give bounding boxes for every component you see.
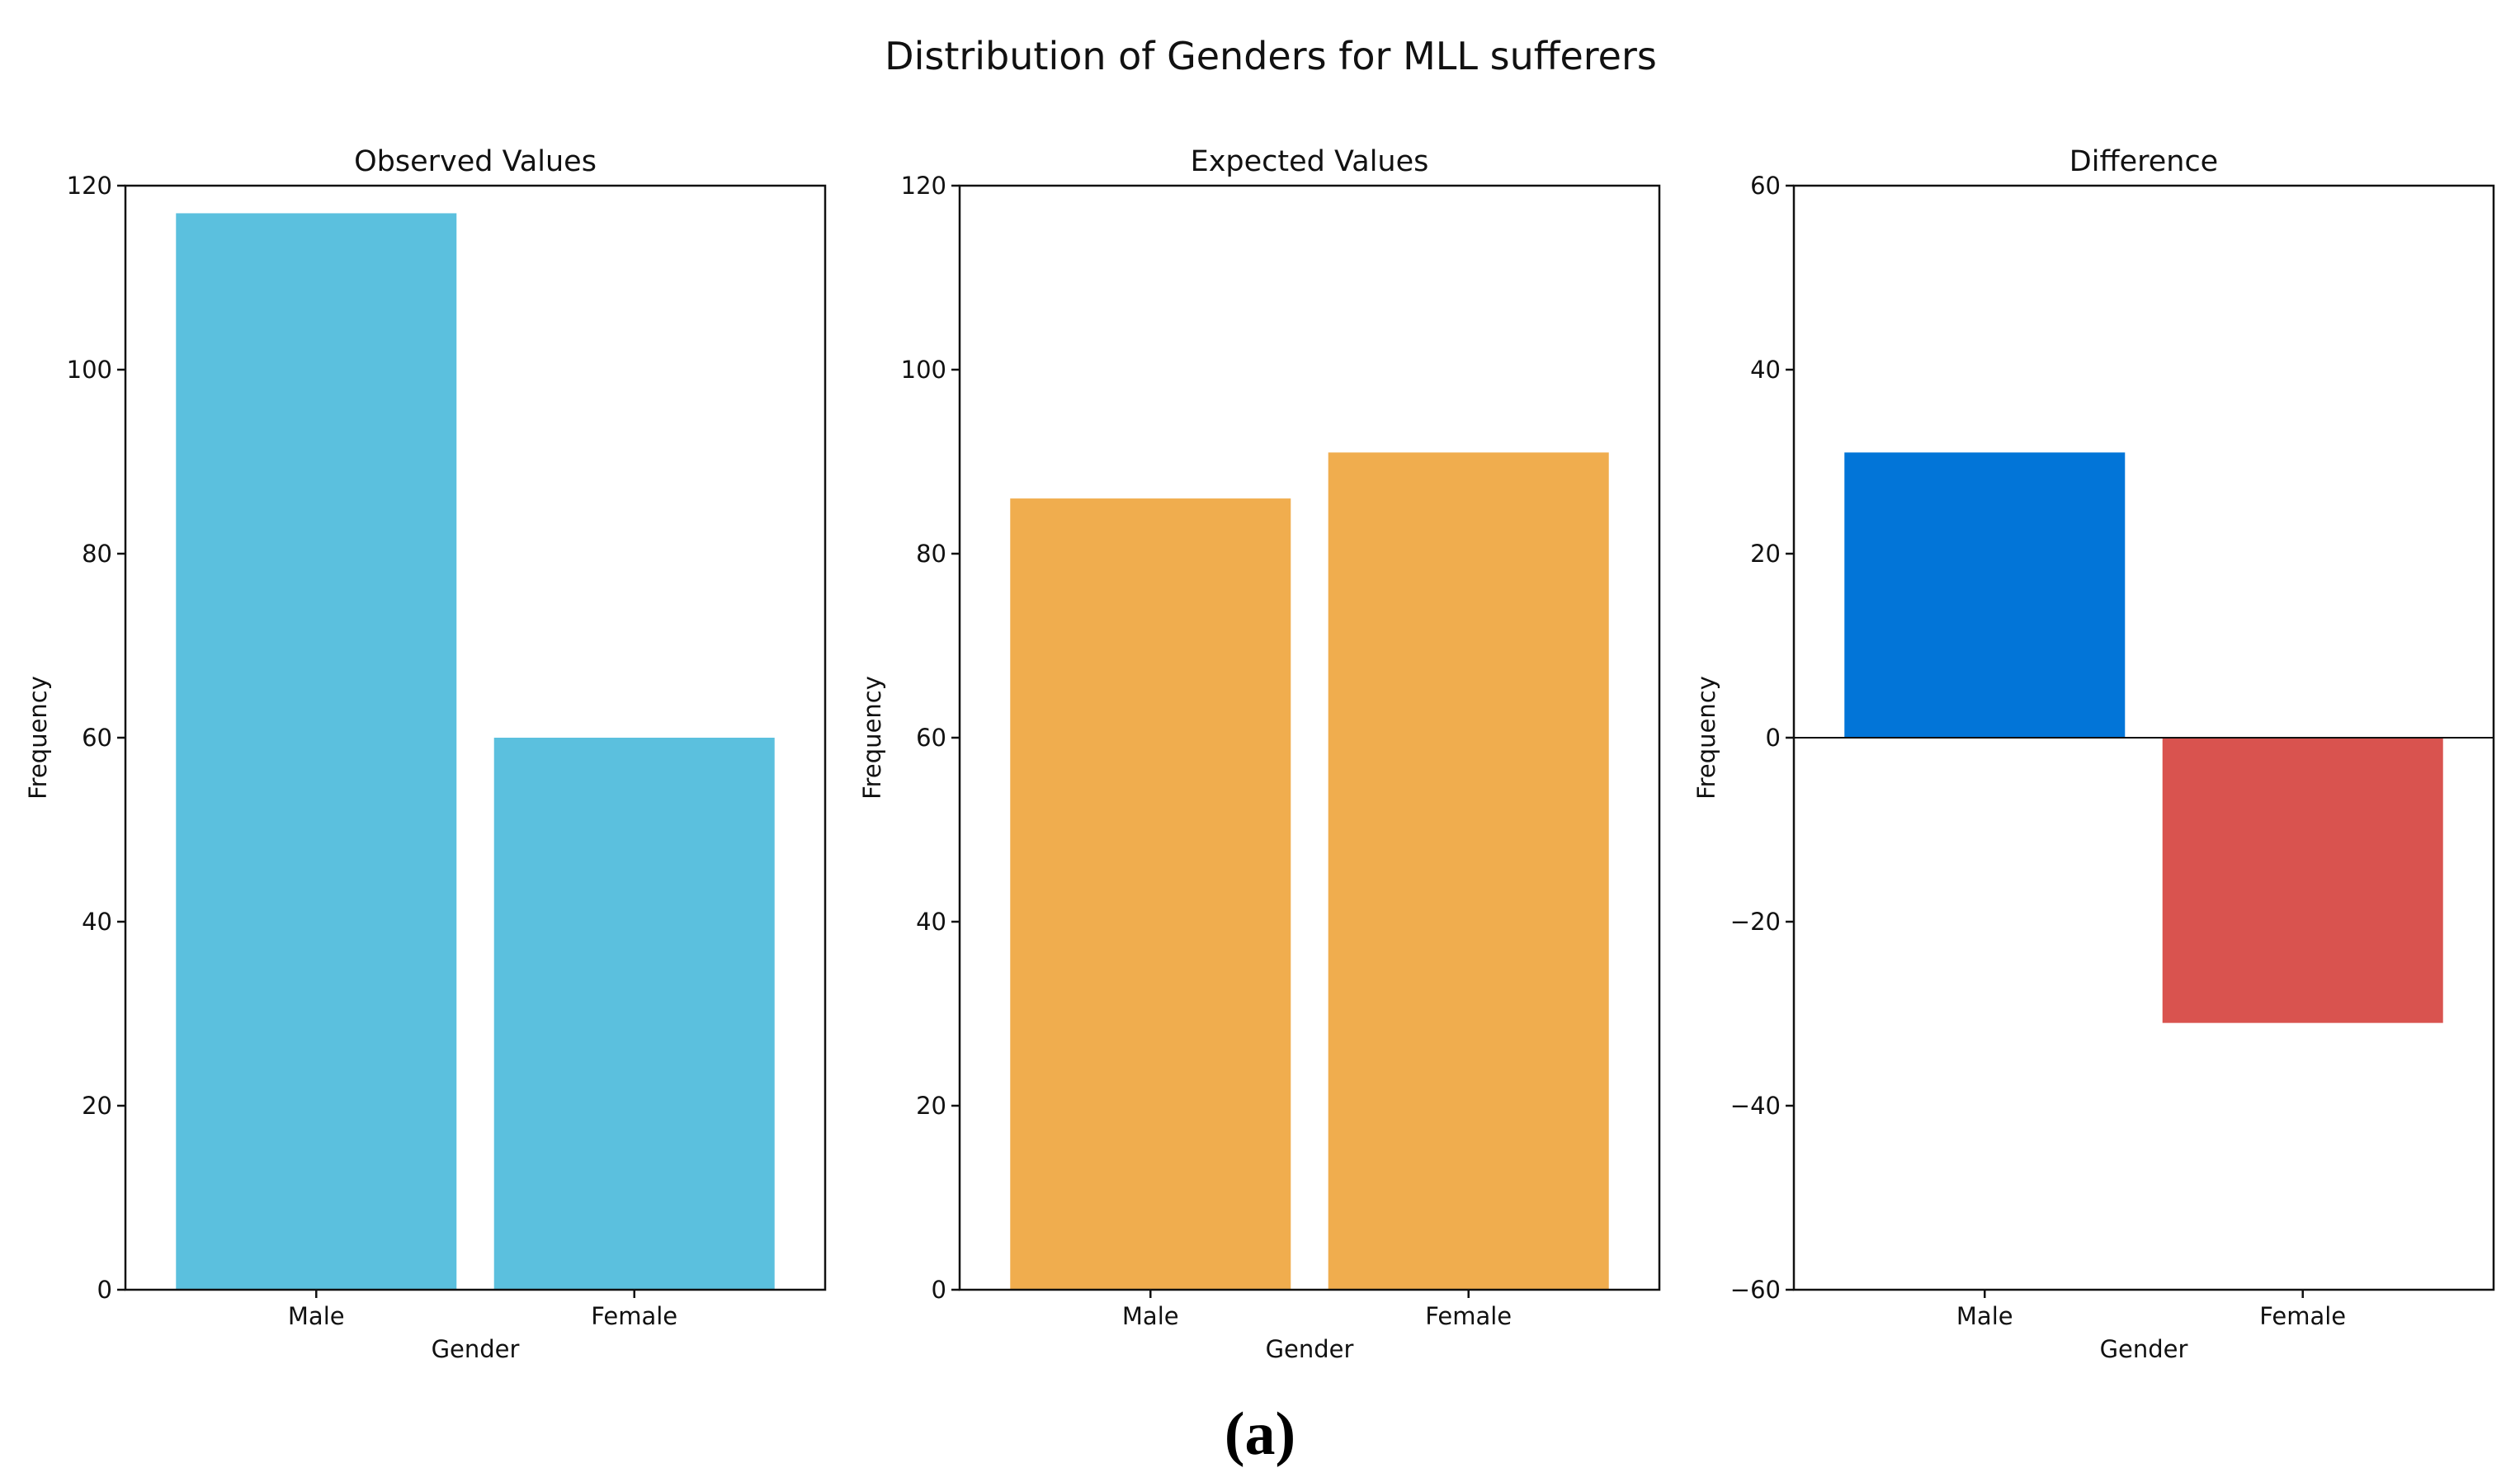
y-tick-label: 20 bbox=[1750, 540, 1781, 568]
x-tick-label: Male bbox=[1956, 1302, 2013, 1330]
y-tick-label: 60 bbox=[1750, 172, 1781, 200]
figure-title: Distribution of Genders for MLL sufferer… bbox=[885, 34, 1657, 78]
panel-title: Observed Values bbox=[354, 145, 597, 178]
x-tick-label: Female bbox=[1425, 1302, 1512, 1330]
y-tick-label: 0 bbox=[97, 1276, 112, 1304]
y-tick-label: 20 bbox=[916, 1092, 946, 1120]
y-tick-label: 40 bbox=[1750, 356, 1781, 384]
y-tick-label: −40 bbox=[1730, 1092, 1781, 1120]
x-tick-label: Male bbox=[288, 1302, 345, 1330]
y-axis-label: Frequency bbox=[24, 676, 52, 800]
x-tick-label: Male bbox=[1122, 1302, 1179, 1330]
y-tick-label: 100 bbox=[67, 356, 112, 384]
bar-female bbox=[1328, 452, 1609, 1290]
y-tick-label: −60 bbox=[1730, 1276, 1781, 1304]
bar-male bbox=[1844, 452, 2126, 738]
y-tick-label: 0 bbox=[1766, 724, 1781, 752]
y-axis-label: Frequency bbox=[858, 676, 886, 800]
y-tick-label: 120 bbox=[901, 172, 946, 200]
bar-female bbox=[493, 738, 775, 1290]
y-tick-label: 80 bbox=[916, 540, 946, 568]
y-tick-label: 20 bbox=[82, 1092, 112, 1120]
y-tick-label: 40 bbox=[82, 908, 112, 936]
y-tick-label: −20 bbox=[1730, 908, 1781, 936]
panel-title: Difference bbox=[2069, 145, 2218, 178]
panel-difference: Difference −60 −40 −20 0 20 40 60 Male Female Gend… bbox=[1692, 145, 2495, 1363]
bar-female bbox=[2162, 738, 2443, 1023]
y-tick-label: 40 bbox=[916, 908, 946, 936]
x-axis-label: Gender bbox=[1266, 1335, 1354, 1363]
x-axis-label: Gender bbox=[432, 1335, 520, 1363]
panel-expected-values: Expected Values 0 20 40 60 80 100 120 Male Female… bbox=[858, 145, 1661, 1363]
y-tick-label: 120 bbox=[67, 172, 112, 200]
y-tick-label: 60 bbox=[916, 724, 946, 752]
y-tick-label: 0 bbox=[932, 1276, 946, 1304]
panel-title: Expected Values bbox=[1191, 145, 1429, 178]
bar-male bbox=[1010, 498, 1291, 1290]
y-tick-label: 100 bbox=[901, 356, 946, 384]
x-tick-label: Female bbox=[2259, 1302, 2346, 1330]
y-tick-label: 80 bbox=[82, 540, 112, 568]
y-axis-label: Frequency bbox=[1692, 676, 1720, 800]
bar-male bbox=[176, 213, 457, 1291]
y-tick-label: 60 bbox=[82, 724, 112, 752]
panel-observed-values: Observed Values 0 20 40 60 80 100 120 Male Female… bbox=[24, 145, 827, 1363]
x-tick-label: Female bbox=[591, 1302, 677, 1330]
x-axis-label: Gender bbox=[2100, 1335, 2188, 1363]
panel-letter: (a) bbox=[1225, 1400, 1295, 1468]
